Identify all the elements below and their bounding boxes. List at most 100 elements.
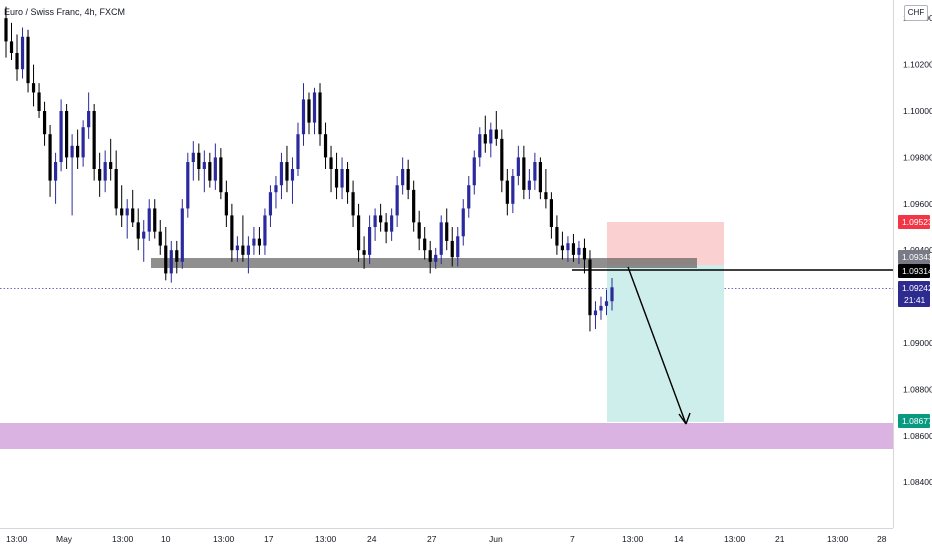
current-price-tag: 1.09242 21:41 bbox=[898, 281, 932, 307]
target-price-label: 1.08677 bbox=[902, 416, 932, 426]
stop-loss-price-tag: 1.09523 bbox=[898, 215, 932, 229]
bullish-candle bbox=[142, 231, 146, 239]
bearish-candle bbox=[412, 189, 416, 223]
time-tick-label: 24 bbox=[367, 534, 377, 544]
time-tick-label: 17 bbox=[264, 534, 274, 544]
bearish-candle bbox=[345, 169, 350, 193]
bearish-candle bbox=[555, 227, 559, 246]
bearish-candle bbox=[114, 169, 118, 209]
bearish-candle bbox=[65, 111, 69, 158]
bullish-candle bbox=[533, 162, 537, 181]
price-tick-label: 1.08600 bbox=[903, 431, 932, 441]
support-level-band bbox=[151, 258, 697, 268]
bearish-candle bbox=[445, 222, 449, 241]
bullish-candle bbox=[81, 127, 85, 158]
bearish-candle bbox=[219, 157, 223, 193]
bullish-candle bbox=[301, 99, 306, 135]
bearish-candle bbox=[500, 138, 504, 181]
time-tick-label: May bbox=[56, 534, 73, 544]
bullish-candle bbox=[401, 169, 405, 186]
bearish-candle bbox=[307, 99, 311, 123]
bullish-candle bbox=[511, 175, 515, 204]
bullish-candle bbox=[604, 301, 609, 306]
bearish-candle bbox=[136, 222, 140, 239]
bullish-candle bbox=[461, 208, 465, 237]
bullish-candle bbox=[246, 245, 250, 255]
time-tick-label: Jun bbox=[489, 534, 503, 544]
bearish-candle bbox=[582, 247, 587, 260]
bullish-candle bbox=[263, 215, 267, 246]
price-tick-label: 1.10200 bbox=[903, 60, 932, 70]
bullish-candle bbox=[213, 157, 217, 181]
time-tick-label: 13:00 bbox=[6, 534, 28, 544]
bearish-candle bbox=[323, 134, 328, 158]
bearish-candle bbox=[538, 162, 542, 193]
demand-zone bbox=[0, 423, 893, 449]
bullish-candle bbox=[340, 169, 344, 188]
time-tick-label: 21 bbox=[775, 534, 785, 544]
bearish-candle bbox=[175, 250, 179, 262]
bullish-candle bbox=[20, 36, 25, 70]
candle-countdown-label: 21:41 bbox=[904, 295, 926, 305]
bearish-candle bbox=[76, 145, 80, 158]
chart-title: Euro / Swiss Franc, 4h, FXCM bbox=[4, 7, 125, 17]
bearish-candle bbox=[428, 250, 432, 262]
time-tick-label: 14 bbox=[674, 534, 684, 544]
bullish-candle bbox=[53, 162, 58, 181]
bullish-candle bbox=[368, 227, 372, 255]
bearish-candle bbox=[362, 250, 366, 255]
bearish-candle bbox=[230, 215, 234, 251]
bullish-candle bbox=[147, 208, 151, 232]
bullish-candle bbox=[87, 111, 91, 128]
bullish-candle bbox=[125, 208, 129, 216]
candles-group bbox=[4, 6, 614, 332]
bullish-candle bbox=[70, 145, 74, 158]
current-price-label: 1.09242 bbox=[902, 283, 932, 293]
bearish-candle bbox=[26, 36, 30, 84]
bullish-candle bbox=[252, 238, 256, 246]
bullish-candle bbox=[186, 162, 190, 209]
bearish-candle bbox=[571, 243, 576, 255]
target-price-tag: 1.08677 bbox=[898, 414, 932, 428]
currency-badge[interactable]: CHF bbox=[904, 5, 928, 21]
bullish-candle bbox=[434, 254, 438, 262]
time-tick-label: 13:00 bbox=[315, 534, 337, 544]
time-tick-label: 10 bbox=[161, 534, 171, 544]
bearish-candle bbox=[384, 222, 388, 232]
price-tick-label: 1.08800 bbox=[903, 384, 932, 394]
bullish-candle bbox=[279, 162, 284, 186]
bearish-candle bbox=[549, 199, 553, 227]
bullish-candle bbox=[169, 250, 173, 274]
bearish-candle bbox=[588, 259, 592, 316]
bullish-candle bbox=[439, 222, 443, 255]
bullish-candle bbox=[290, 169, 295, 181]
bearish-candle bbox=[48, 134, 52, 181]
bearish-candle bbox=[208, 162, 212, 181]
bearish-candle bbox=[224, 192, 228, 216]
bullish-candle bbox=[268, 192, 273, 216]
bullish-candle bbox=[191, 152, 195, 163]
bullish-candle bbox=[610, 287, 614, 302]
bullish-candle bbox=[235, 245, 239, 251]
time-tick-label: 27 bbox=[427, 534, 437, 544]
bearish-candle bbox=[483, 134, 487, 144]
bullish-candle bbox=[312, 92, 317, 123]
bearish-candle bbox=[423, 238, 427, 251]
level-price-tag: 1.09343 bbox=[898, 250, 932, 264]
bullish-candle bbox=[395, 185, 399, 216]
bullish-candle bbox=[478, 134, 482, 158]
bearish-candle bbox=[544, 192, 548, 200]
time-tick-label: 13:00 bbox=[213, 534, 235, 544]
stop-loss-price-label: 1.09523 bbox=[902, 217, 932, 227]
bearish-candle bbox=[241, 245, 245, 255]
bearish-candle bbox=[31, 83, 36, 93]
bearish-candle bbox=[379, 215, 383, 223]
level-price-label: 1.09343 bbox=[902, 252, 932, 262]
bearish-candle bbox=[522, 157, 526, 190]
bearish-candle bbox=[406, 169, 410, 190]
time-axis[interactable]: 13:00 May 13:00 10 13:00 17 13:00 24 27 Jun 7 13:00… bbox=[6, 534, 887, 544]
bearish-candle bbox=[560, 245, 565, 251]
time-tick-label: 13:00 bbox=[112, 534, 134, 544]
price-tick-label: 1.09800 bbox=[903, 152, 932, 162]
